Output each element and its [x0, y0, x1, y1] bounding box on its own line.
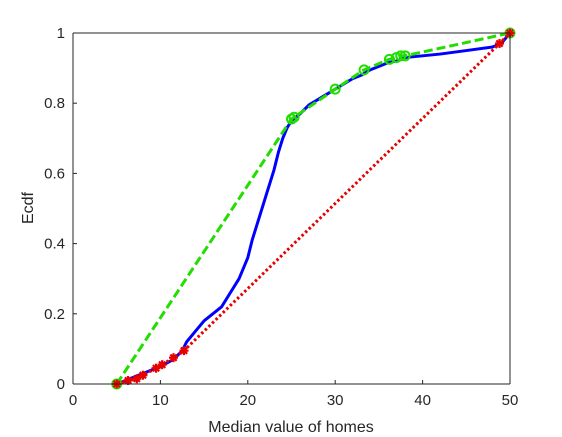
- x-tick-label: 10: [152, 392, 169, 409]
- data-point-circle: [399, 50, 411, 62]
- y-tick-label: 0.6: [44, 165, 65, 182]
- data-point-asterisk: [169, 353, 179, 363]
- ticks-layer: 0 10 20 30 40 50 0 0.2 0.4 0.6 0.8 1: [44, 25, 518, 409]
- x-tick-label: 40: [414, 392, 431, 409]
- data-point-circle: [288, 111, 300, 123]
- data-point-circle: [395, 50, 407, 62]
- y-tick-label: 0: [57, 376, 65, 393]
- data-point-asterisk: [138, 370, 148, 380]
- data-point-asterisk: [157, 360, 167, 370]
- x-tick-label: 50: [502, 392, 519, 409]
- y-tick-label: 1: [57, 25, 65, 42]
- data-point-asterisk: [132, 374, 142, 384]
- x-axis-title: Median value of homes: [208, 419, 373, 436]
- data-point-asterisk: [151, 363, 161, 373]
- plot-area: [73, 33, 510, 384]
- data-point-asterisk: [123, 375, 133, 385]
- series-line: [115, 31, 511, 385]
- data-point-asterisk: [179, 346, 189, 356]
- axes-layer: [72, 32, 511, 385]
- data-point-circle: [329, 83, 341, 95]
- data-point-circle: [358, 64, 370, 76]
- x-tick-label: 20: [239, 392, 256, 409]
- x-tick-label: 0: [69, 392, 77, 409]
- y-tick-label: 0.2: [44, 306, 65, 323]
- y-tick-label: 0.4: [44, 236, 65, 253]
- data-point-circle: [383, 53, 395, 65]
- y-tick-label: 0.8: [44, 95, 65, 112]
- y-axis-title: Ecdf: [20, 191, 37, 224]
- x-tick-label: 30: [327, 392, 344, 409]
- data-point-asterisk: [495, 39, 505, 49]
